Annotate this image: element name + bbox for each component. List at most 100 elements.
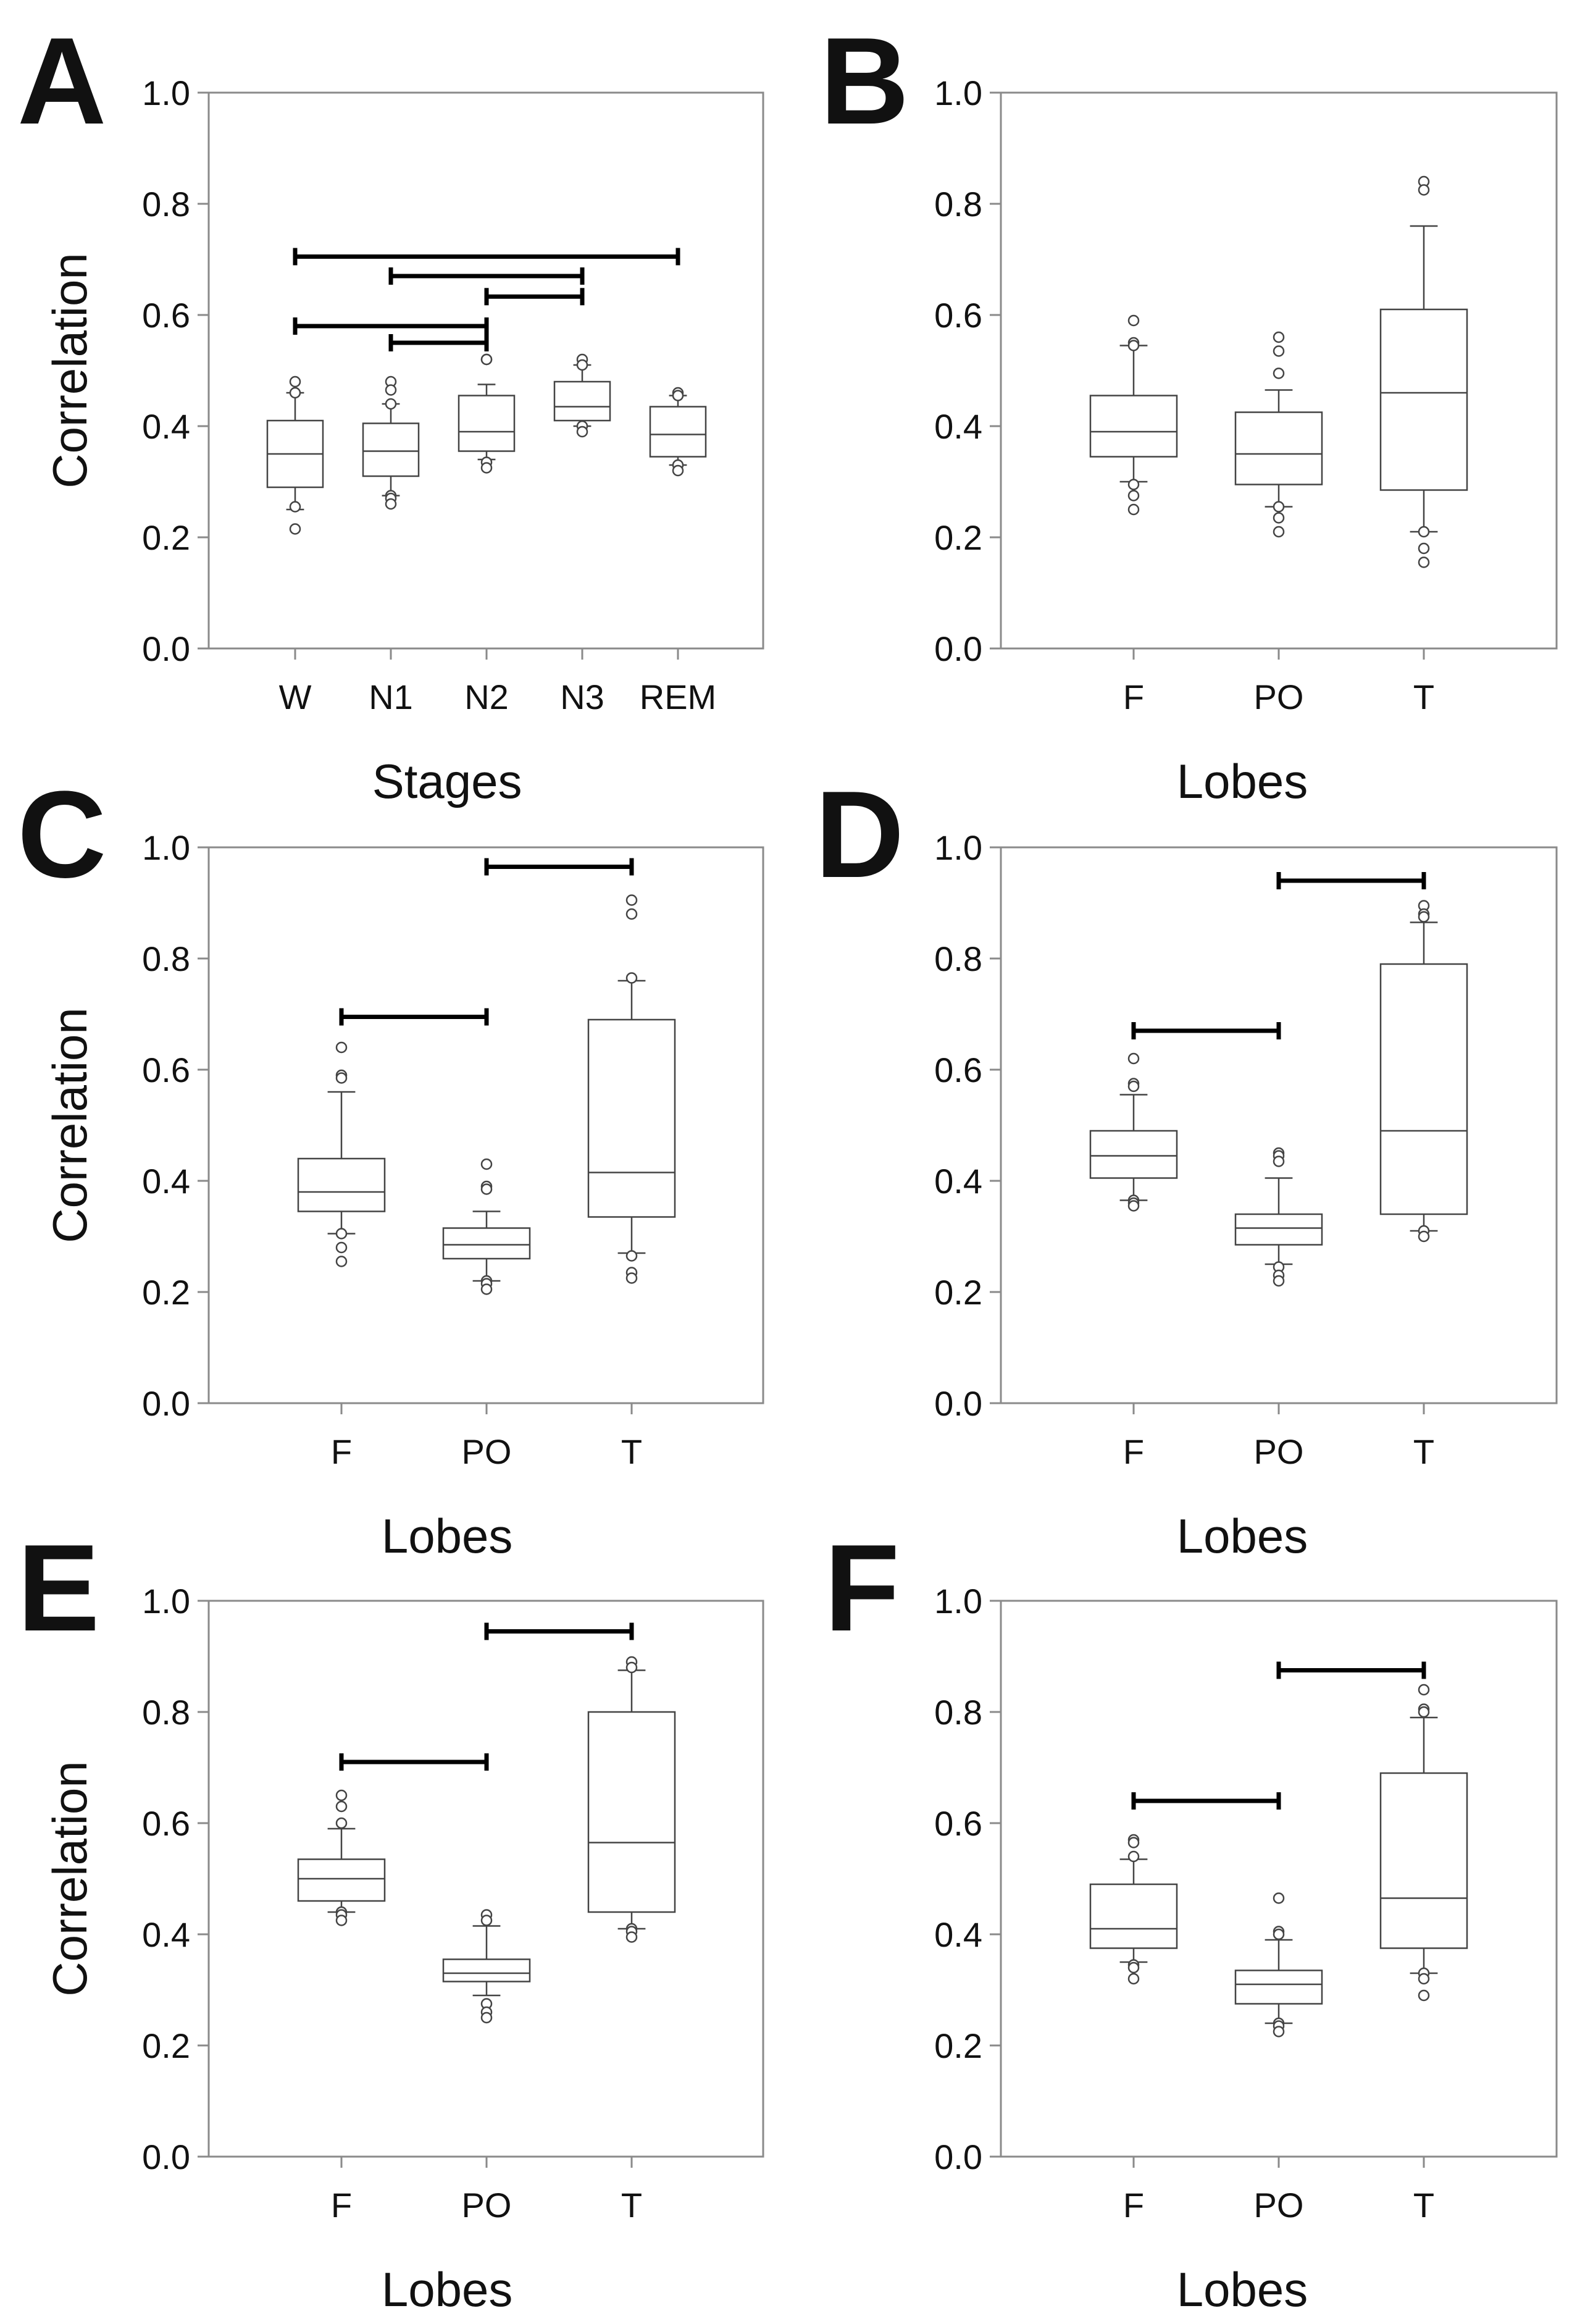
panel-letter: B bbox=[820, 12, 909, 150]
outlier-point bbox=[385, 498, 397, 510]
y-tick-label: 0.2 bbox=[142, 518, 190, 557]
y-tick-label: 0.4 bbox=[934, 407, 982, 446]
box-n1 bbox=[362, 375, 420, 510]
significance-bar bbox=[339, 1008, 489, 1026]
outlier-point bbox=[335, 1241, 348, 1254]
iqr-box bbox=[442, 1958, 531, 1982]
x-axis-title: Lobes bbox=[1177, 1509, 1308, 1563]
x-tick-label: W bbox=[279, 677, 312, 716]
outlier-point bbox=[335, 1072, 348, 1084]
x-axis-title: Lobes bbox=[382, 1509, 513, 1563]
outlier-point bbox=[1127, 1837, 1140, 1848]
box-n3 bbox=[553, 353, 611, 438]
outlier-point bbox=[289, 387, 301, 399]
outlier-point bbox=[480, 1915, 493, 1926]
outlier-point bbox=[625, 1661, 638, 1674]
outlier-point bbox=[1418, 526, 1430, 538]
outlier-point bbox=[1418, 1989, 1430, 2002]
outlier-point bbox=[625, 1931, 638, 1943]
outlier-point bbox=[1273, 2026, 1285, 2037]
significance-bar bbox=[484, 1622, 634, 1640]
y-tick-label: 1.0 bbox=[934, 73, 982, 112]
chart-panel-b: B 0.0 0.2 0.4 0.6 0.8 1.0 F PO T Lobes bbox=[820, 12, 1558, 808]
iqr-box bbox=[458, 395, 516, 452]
y-tick-label: 0.4 bbox=[142, 1162, 190, 1201]
outlier-point bbox=[625, 908, 638, 920]
x-axis-title: Lobes bbox=[382, 2262, 513, 2317]
outlier-point bbox=[1418, 1973, 1430, 1985]
iqr-box bbox=[1089, 1130, 1178, 1179]
box-t bbox=[1379, 175, 1468, 568]
y-tick-label: 0.2 bbox=[142, 2026, 190, 2065]
outlier-point bbox=[672, 390, 684, 401]
outlier-point bbox=[335, 1817, 348, 1829]
outlier-point bbox=[576, 359, 588, 371]
x-tick-label: F bbox=[331, 2186, 352, 2225]
box-f bbox=[1089, 314, 1178, 516]
x-tick-label: T bbox=[1413, 1432, 1434, 1471]
y-tick-label: 0.0 bbox=[934, 2137, 982, 2176]
outlier-point bbox=[1418, 1684, 1430, 1696]
x-axis-title: Stages bbox=[372, 754, 522, 808]
outlier-point bbox=[1127, 1961, 1140, 1974]
box-t bbox=[1379, 900, 1468, 1243]
box-po bbox=[1234, 331, 1323, 538]
iqr-box bbox=[1234, 1213, 1323, 1246]
outlier-point bbox=[335, 1041, 348, 1054]
iqr-box bbox=[1379, 963, 1468, 1215]
significance-bar bbox=[484, 858, 634, 876]
outlier-point bbox=[335, 1915, 348, 1926]
iqr-box bbox=[442, 1227, 531, 1260]
outlier-point bbox=[480, 1158, 493, 1170]
box-t bbox=[587, 1656, 676, 1943]
chart-panel-e: E 0.0 0.2 0.4 0.6 0.8 1.0 F PO T Lobes Correlation bbox=[17, 1519, 764, 2317]
y-tick-label: 0.6 bbox=[934, 296, 982, 335]
outlier-point bbox=[1127, 314, 1140, 327]
box-n2 bbox=[458, 353, 516, 474]
panel-letter: D bbox=[815, 766, 904, 904]
outlier-point bbox=[1127, 503, 1140, 516]
outlier-point bbox=[480, 353, 493, 366]
y-tick-label: 0.8 bbox=[934, 185, 982, 224]
y-tick-label: 0.0 bbox=[934, 1384, 982, 1423]
outlier-point bbox=[1127, 1200, 1140, 1212]
iqr-box bbox=[1234, 411, 1323, 485]
outlier-point bbox=[1127, 1973, 1140, 1985]
box-po bbox=[1234, 1892, 1323, 2037]
outlier-point bbox=[1127, 490, 1140, 501]
outlier-point bbox=[1418, 911, 1430, 923]
y-tick-label: 0.8 bbox=[934, 1693, 982, 1732]
y-tick-label: 0.6 bbox=[142, 296, 190, 335]
x-tick-label: T bbox=[1413, 677, 1434, 716]
outlier-point bbox=[1273, 345, 1285, 357]
y-tick-label: 1.0 bbox=[142, 73, 190, 112]
y-tick-label: 0.0 bbox=[142, 629, 190, 668]
box-f bbox=[297, 1789, 386, 1926]
outlier-point bbox=[625, 972, 638, 984]
iqr-box bbox=[587, 1711, 676, 1913]
iqr-box bbox=[362, 422, 420, 477]
panel-letter: A bbox=[17, 12, 106, 150]
significance-bar bbox=[388, 334, 489, 351]
outlier-point bbox=[289, 523, 301, 535]
x-tick-label: F bbox=[1123, 1432, 1144, 1471]
y-tick-label: 0.2 bbox=[934, 1273, 982, 1312]
box-f bbox=[297, 1041, 386, 1267]
outlier-point bbox=[385, 398, 397, 410]
outlier-point bbox=[1273, 331, 1285, 343]
outlier-point bbox=[1418, 184, 1430, 196]
box-t bbox=[1379, 1684, 1468, 2002]
y-tick-label: 1.0 bbox=[142, 828, 190, 867]
outlier-point bbox=[1273, 512, 1285, 524]
box-po bbox=[442, 1909, 531, 2024]
outlier-point bbox=[1418, 542, 1430, 555]
outlier-point bbox=[289, 375, 301, 388]
outlier-point bbox=[480, 1283, 493, 1295]
x-tick-label: F bbox=[1123, 677, 1144, 716]
outlier-point bbox=[385, 384, 397, 396]
outlier-point bbox=[480, 2011, 493, 2024]
x-tick-label: F bbox=[1123, 2186, 1144, 2225]
iqr-box bbox=[297, 1858, 386, 1902]
outlier-point bbox=[335, 1800, 348, 1813]
